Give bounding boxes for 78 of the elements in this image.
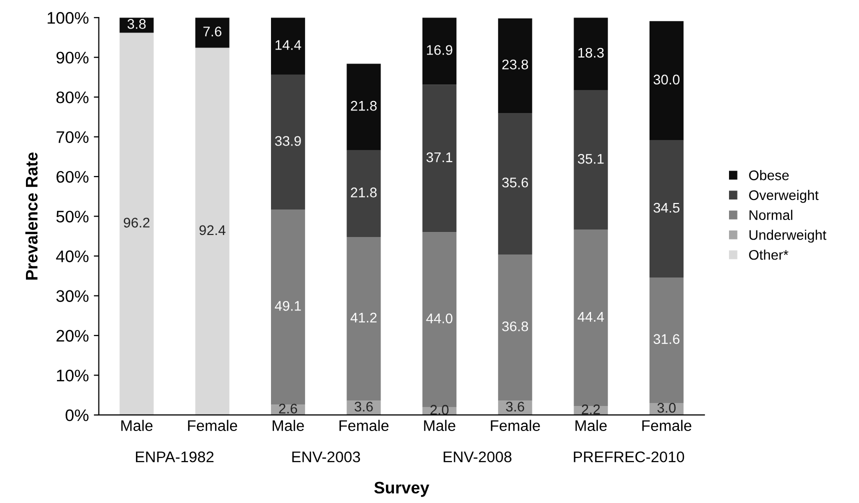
y-tick-label: 40% — [56, 250, 88, 262]
data-label: 3.0 — [657, 402, 676, 413]
bar — [422, 18, 456, 85]
bar — [498, 254, 532, 401]
data-label: 3.6 — [506, 402, 524, 412]
bar — [574, 230, 608, 406]
y-tick-label: 10% — [56, 370, 88, 382]
data-label: 2.0 — [430, 404, 449, 415]
bar — [422, 84, 456, 232]
data-label: 7.6 — [203, 26, 222, 36]
data-label: 44.4 — [578, 312, 604, 322]
bar — [271, 74, 306, 210]
text: ENV-2003 — [292, 451, 360, 462]
text: PREFREC-2010 — [574, 451, 684, 462]
data-label: 36.8 — [502, 321, 528, 332]
data-label: 41.2 — [350, 312, 377, 322]
data-label: 33.9 — [275, 136, 301, 146]
data-label: 23.8 — [502, 60, 528, 70]
legend-label: Obese — [749, 170, 789, 180]
data-label: 92.4 — [199, 225, 226, 236]
bar — [346, 236, 381, 401]
data-label: 2.2 — [582, 404, 600, 414]
legend-label: Overweight — [749, 190, 819, 203]
bar — [195, 48, 230, 415]
legend-label: Other* — [749, 250, 788, 260]
bar — [574, 90, 608, 230]
data-label: 16.9 — [426, 45, 452, 55]
x-tick-label: Female — [490, 420, 540, 432]
y-tick-label: 70% — [56, 131, 88, 144]
data-label: 21.8 — [350, 188, 377, 198]
y-tick-label: 30% — [56, 290, 88, 302]
y-tick-label: 0% — [66, 409, 88, 422]
legend-label: Normal — [750, 210, 792, 220]
bar — [346, 64, 381, 150]
data-label: 3.8 — [128, 19, 146, 29]
data-label: 34.5 — [654, 202, 680, 213]
data-label: 96.2 — [124, 218, 150, 228]
data-label: 14.4 — [276, 40, 302, 50]
bar — [574, 18, 608, 90]
x-tick-label: Male — [576, 420, 607, 432]
bar — [498, 112, 532, 254]
bar — [271, 210, 306, 405]
x-axis-title: Survey — [374, 482, 430, 497]
data-label: 31.6 — [654, 334, 680, 344]
x-tick-label: Male — [424, 420, 456, 432]
bar — [346, 150, 381, 237]
data-label: 35.6 — [502, 178, 528, 188]
text: ENV-2008 — [444, 451, 512, 462]
y-tick-label: 80% — [56, 91, 88, 104]
data-label: 2.6 — [279, 404, 298, 414]
text: ENPA-1982 — [136, 451, 214, 462]
legend-label: Underweight — [750, 230, 826, 243]
data-label: 30.0 — [654, 74, 680, 85]
y-tick-label: 20% — [56, 330, 88, 342]
x-tick-label: Female — [188, 420, 238, 432]
x-tick-label: Female — [642, 420, 692, 432]
data-label: 21.8 — [350, 100, 377, 111]
y-tick-label: 60% — [56, 170, 88, 183]
bar — [650, 277, 684, 404]
data-label: 3.6 — [354, 402, 373, 412]
bar — [195, 18, 230, 48]
data-label: 44.0 — [426, 314, 452, 324]
y-axis-title: Prevalence Rate — [25, 152, 38, 280]
data-label: 49.1 — [274, 300, 301, 311]
data-label: 35.1 — [578, 154, 604, 164]
x-tick-label: Female — [340, 420, 389, 432]
y-tick-label: 100% — [48, 12, 88, 24]
y-tick-label: 90% — [56, 52, 88, 64]
data-label: 37.1 — [426, 152, 452, 162]
bar — [120, 32, 154, 415]
data-label: 18.3 — [578, 48, 604, 58]
x-tick-label: Male — [272, 420, 304, 432]
bar — [498, 18, 532, 113]
bar — [271, 18, 306, 75]
x-tick-label: Male — [121, 420, 153, 432]
bar — [650, 140, 684, 278]
bar — [650, 21, 684, 140]
y-tick-label: 50% — [56, 210, 88, 222]
